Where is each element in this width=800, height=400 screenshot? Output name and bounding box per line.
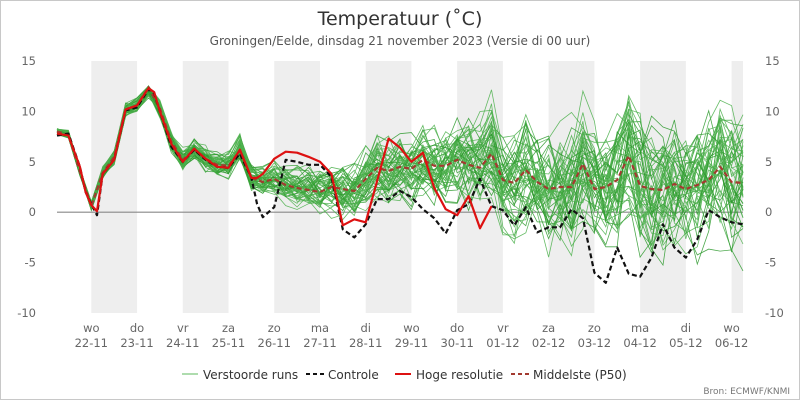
x-tick-date: 06-12 — [715, 336, 748, 350]
x-tick-date: 25-11 — [212, 336, 245, 350]
x-tick-day: za — [222, 321, 235, 335]
legend: Verstoorde runs Controle Hoge resolutie … — [182, 368, 627, 382]
x-tick-day: wo — [83, 321, 99, 335]
x-tick-day: di — [681, 321, 692, 335]
ensemble-member-45 — [56, 88, 744, 215]
x-tick-date: 23-11 — [120, 336, 153, 350]
legend-label-control: Controle — [328, 368, 379, 382]
x-tick-day: zo — [588, 321, 601, 335]
y-tick-left: -10 — [17, 306, 36, 320]
x-tick-day: za — [542, 321, 555, 335]
legend-label-ensemble: Verstoorde runs — [203, 368, 298, 382]
x-tick-day: do — [450, 321, 464, 335]
x-tick-date: 29-11 — [395, 336, 428, 350]
legend-label-high-res: Hoge resolutie — [416, 368, 503, 382]
x-tick-date: 27-11 — [303, 336, 336, 350]
x-tick-date: 26-11 — [258, 336, 291, 350]
x-tick-date: 30-11 — [440, 336, 473, 350]
y-tick-left: 5 — [29, 155, 36, 169]
x-axis-ticks: wo22-11do23-11vr24-11za25-11zo26-11ma27-… — [75, 321, 749, 350]
y-axis-ticks: -10 -10 -5 -5 0 0 5 5 10 10 15 15 — [17, 54, 784, 320]
y-tick-right: -10 — [765, 306, 784, 320]
chart-title: Temperatuur (˚C) — [317, 8, 483, 30]
series-lines — [56, 86, 744, 284]
y-tick-right: 5 — [765, 155, 772, 169]
x-tick-day: vr — [497, 321, 509, 335]
x-tick-date: 22-11 — [75, 336, 108, 350]
y-tick-left: 0 — [29, 205, 36, 219]
x-tick-date: 05-12 — [669, 336, 702, 350]
x-tick-day: di — [360, 321, 371, 335]
y-tick-right: 10 — [765, 104, 780, 118]
x-tick-day: ma — [631, 321, 649, 335]
y-tick-right: 15 — [765, 54, 780, 68]
x-tick-date: 28-11 — [349, 336, 382, 350]
x-tick-date: 02-12 — [532, 336, 565, 350]
legend-label-median: Middelste (P50) — [533, 368, 627, 382]
day-band-1 — [182, 61, 229, 313]
y-tick-right: 0 — [765, 205, 772, 219]
x-tick-day: do — [130, 321, 144, 335]
series-line-hoge-resolutie — [56, 87, 493, 230]
y-tick-left: 10 — [21, 104, 36, 118]
chart-subtitle: Groningen/Eelde, dinsdag 21 november 202… — [210, 34, 591, 48]
x-tick-day: ma — [311, 321, 329, 335]
series-line-controle — [56, 88, 744, 284]
x-tick-day: zo — [268, 321, 281, 335]
x-tick-day: wo — [723, 321, 739, 335]
y-tick-left: -5 — [25, 256, 36, 270]
x-tick-day: wo — [403, 321, 419, 335]
y-tick-left: 15 — [21, 54, 36, 68]
ensemble-member-47 — [56, 85, 744, 220]
x-tick-date: 03-12 — [578, 336, 611, 350]
x-tick-date: 24-11 — [166, 336, 199, 350]
x-tick-day: vr — [177, 321, 189, 335]
x-tick-date: 01-12 — [486, 336, 519, 350]
source-credit: Bron: ECMWF/KNMI — [703, 387, 790, 397]
x-tick-date: 04-12 — [623, 336, 656, 350]
y-tick-right: -5 — [765, 256, 776, 270]
